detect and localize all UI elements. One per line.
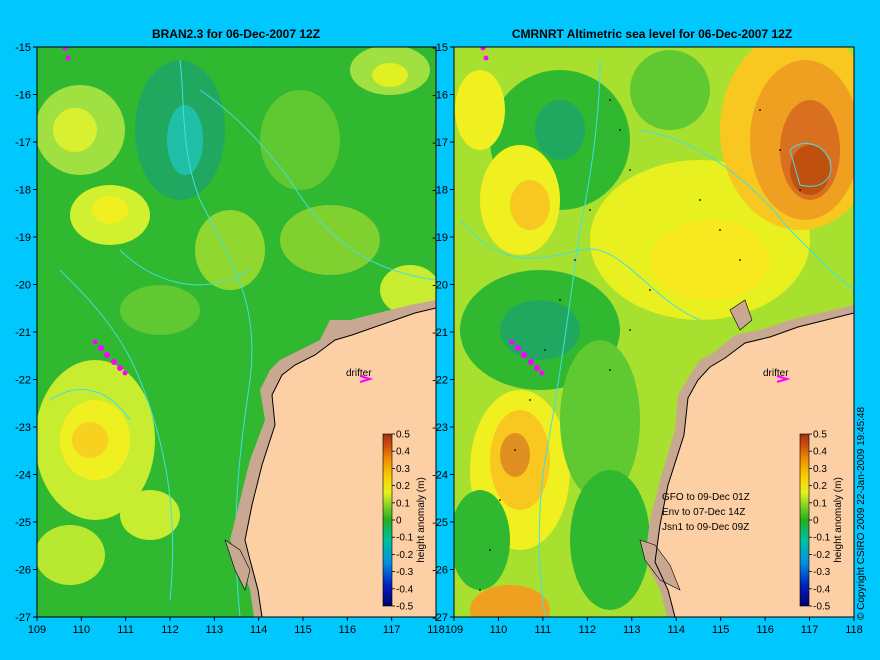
y-tick-label: -21	[432, 327, 448, 339]
y-tick-label: -19	[432, 232, 448, 244]
x-tick-label: 113	[623, 624, 641, 636]
y-tick-label: -26	[432, 565, 448, 577]
x-tick-label: 110	[490, 624, 508, 636]
satellite-line-gfo: GFO to 09-Dec 01Z	[662, 492, 750, 503]
y-tick-label: -16	[432, 90, 448, 102]
left-colorbar-label: height anomaly (m)	[416, 477, 427, 563]
y-tick-label: -25	[15, 517, 31, 529]
x-tick-label: 114	[250, 624, 268, 636]
x-tick-label: 113	[206, 624, 224, 636]
colorbar-tick-label: 0	[396, 516, 402, 527]
y-tick-label: -23	[15, 422, 31, 434]
x-tick-label: 112	[161, 624, 179, 636]
x-tick-label: 112	[579, 624, 597, 636]
colorbar-tick-label: 0.4	[813, 447, 827, 458]
colorbar-tick-label: -0.2	[396, 550, 414, 561]
left-drifter-label: drifter	[346, 368, 372, 379]
y-tick-label: -20	[432, 280, 448, 292]
colorbar-tick-label: 0.2	[396, 481, 410, 492]
x-tick-label: 116	[339, 624, 357, 636]
left-map: drifter	[37, 47, 436, 617]
x-tick-label: 109	[445, 624, 463, 636]
colorbar-tick-label: -0.4	[396, 584, 414, 595]
x-tick-label: 115	[294, 624, 312, 636]
right-colorbar-label: height anomaly (m)	[833, 477, 844, 563]
y-tick-label: -20	[15, 280, 31, 292]
right-panel-title: CMRNRT Altimetric sea level for 06-Dec-2…	[512, 27, 792, 41]
right-map: drifter GFO to 09-Dec 01Z Env to 07-Dec …	[454, 47, 854, 617]
y-tick-label: -27	[15, 612, 31, 624]
y-tick-label: -15	[15, 42, 31, 54]
colorbar-tick-label: -0.5	[396, 602, 414, 613]
colorbar-tick-label: 0.1	[396, 498, 410, 509]
satellite-line-jsn1: Jsn1 to 09-Dec 09Z	[662, 522, 749, 533]
y-tick-label: -22	[432, 375, 448, 387]
colorbar-tick-label: -0.1	[813, 533, 831, 544]
colorbar-tick-label: 0.5	[813, 430, 827, 441]
y-tick-label: -23	[432, 422, 448, 434]
left-axis-ticks: 109 110 111 112 113 114 115 116 117 118 -15 -16 -17 -…	[15, 42, 445, 636]
x-tick-label: 117	[383, 624, 401, 636]
x-tick-label: 118	[845, 624, 863, 636]
x-tick-label: 118	[427, 624, 445, 636]
colorbar-tick-label: -0.5	[813, 602, 831, 613]
x-tick-label: 111	[117, 624, 134, 636]
left-panel-title: BRAN2.3 for 06-Dec-2007 12Z	[152, 27, 320, 41]
colorbar-tick-label: -0.4	[813, 584, 831, 595]
colorbar-tick-label: 0.3	[813, 464, 827, 475]
colorbar-tick-label: 0.1	[813, 498, 827, 509]
right-drifter-arrow-icon	[776, 375, 791, 383]
y-tick-label: -18	[15, 185, 31, 197]
y-tick-label: -17	[15, 137, 31, 149]
x-tick-label: 110	[73, 624, 91, 636]
colorbar-tick-label: -0.3	[396, 567, 414, 578]
y-tick-label: -16	[15, 90, 31, 102]
y-tick-label: -26	[15, 565, 31, 577]
right-axis-ticks: 109 110 111 112 113 114 115 116 117 118 -15 -16 -17 -…	[432, 42, 863, 636]
colorbar-tick-label: 0	[813, 516, 819, 527]
y-tick-label: -25	[432, 517, 448, 529]
y-tick-label: -22	[15, 375, 31, 387]
colorbar-tick-label: -0.2	[813, 550, 831, 561]
x-tick-label: 114	[667, 624, 685, 636]
y-tick-label: -24	[15, 470, 31, 482]
x-tick-label: 117	[801, 624, 819, 636]
y-tick-label: -17	[432, 137, 448, 149]
colorbar-tick-label: 0.5	[396, 430, 410, 441]
satellite-track-points	[479, 99, 801, 591]
colorbar-tick-label: 0.2	[813, 481, 827, 492]
y-tick-label: -21	[15, 327, 31, 339]
left-drifter-arrow-icon	[359, 375, 374, 383]
x-tick-label: 115	[712, 624, 730, 636]
right-drifter-label: drifter	[763, 368, 789, 379]
x-tick-label: 116	[756, 624, 774, 636]
right-colorbar: 0.5 0.4 0.3 0.2 0.1 0 -0.1 -0.2 -0.3 -0.4 -0.5 hei…	[799, 430, 844, 613]
right-drifter-track	[480, 47, 545, 376]
y-tick-label: -19	[15, 232, 31, 244]
colorbar-tick-label: -0.1	[396, 533, 414, 544]
y-tick-label: -27	[432, 612, 448, 624]
y-tick-label: -18	[432, 185, 448, 197]
x-tick-label: 111	[535, 624, 552, 636]
y-tick-label: -24	[432, 470, 448, 482]
y-tick-label: -15	[432, 42, 448, 54]
x-tick-label: 109	[28, 624, 46, 636]
colorbar-tick-label: -0.3	[813, 567, 831, 578]
colorbar-tick-label: 0.3	[396, 464, 410, 475]
satellite-line-env: Env to 07-Dec 14Z	[662, 507, 745, 518]
colorbar-tick-label: 0.4	[396, 447, 410, 458]
copyright-text: © Copyright CSIRO 2009 22-Jan-2009 19:45…	[856, 407, 867, 620]
left-colorbar: 0.5 0.4 0.3 0.2 0.1 0 -0.1 -0.2 -0.3 -0.4 -0.5 hei…	[382, 430, 427, 613]
left-drifter-track	[62, 47, 128, 376]
